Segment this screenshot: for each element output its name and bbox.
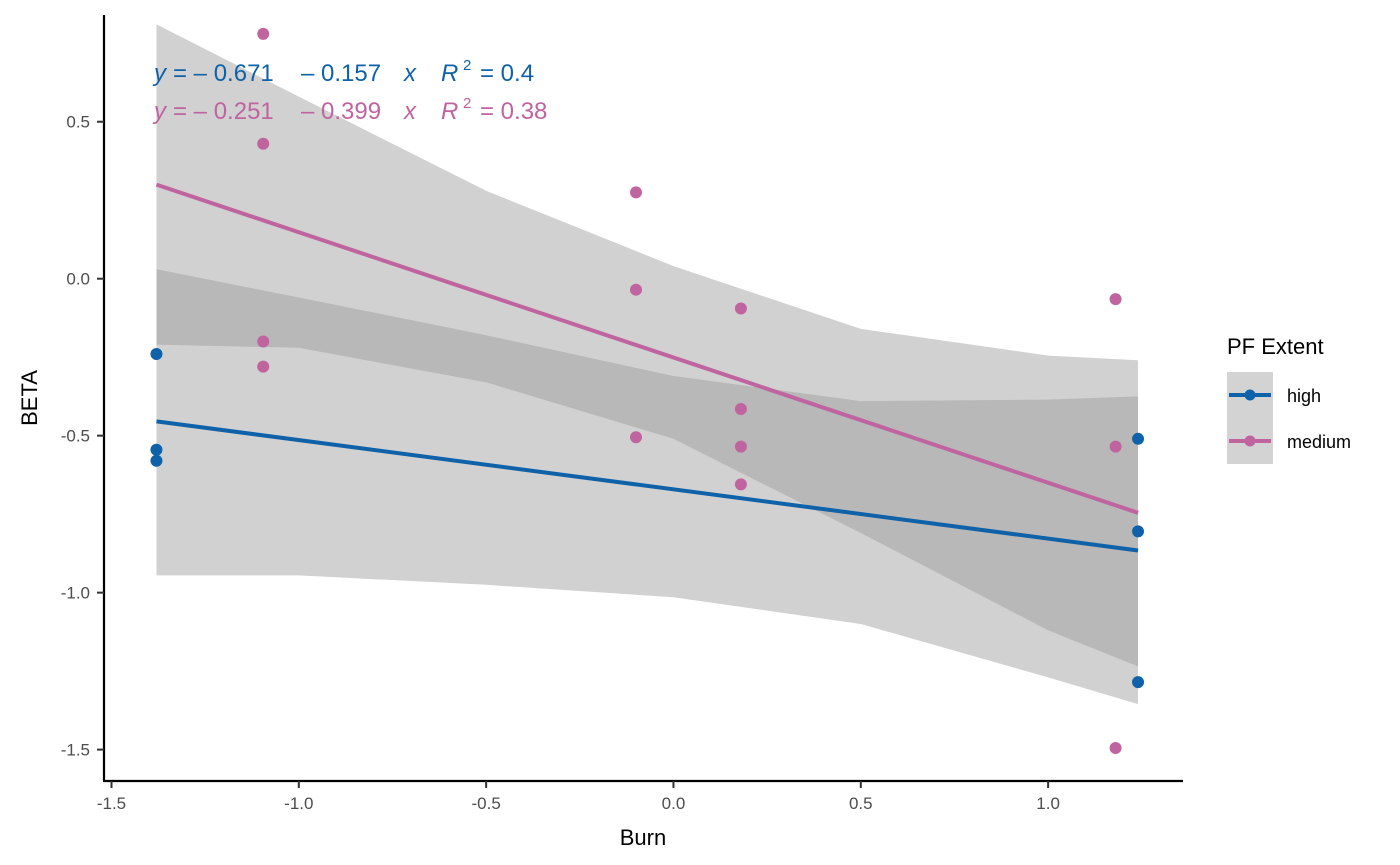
fit-line-high — [156, 419, 1139, 553]
point-medium-13 — [1109, 742, 1122, 755]
x-axis-title: Burn — [620, 825, 666, 850]
x-tick-label: 0.5 — [849, 794, 873, 813]
x-tick-label: -1.0 — [284, 794, 313, 813]
y-axis-title: BETA — [17, 370, 42, 426]
eq-medium-r-value: = 0.38 — [480, 98, 547, 125]
svg-text:y = – 0.671 – 0.15: y = – 0.671 – 0.157 x R 2 = 0.4 — [152, 49, 534, 87]
y-axis-ticks: 0.5 0.0 -0.5 -1.0 -1.5 — [61, 113, 104, 760]
point-medium-3 — [257, 360, 270, 373]
y-tick-label: -1.0 — [61, 584, 90, 603]
point-medium-8 — [734, 402, 747, 415]
eq-medium-y: y — [152, 98, 168, 125]
point-medium-12 — [1109, 440, 1122, 453]
point-medium-9 — [734, 440, 747, 453]
fit-line-medium — [155, 182, 1139, 515]
point-high-0 — [150, 348, 163, 361]
eq-high-r: R — [441, 60, 458, 87]
legend-label-medium: medium — [1287, 432, 1351, 452]
confidence-bands — [156, 24, 1138, 705]
point-high-4 — [1132, 525, 1145, 538]
eq-high-y: y — [152, 60, 168, 87]
legend: PF Extent high medium — [1227, 334, 1351, 464]
equation-high: y = – 0.671 – 0.157 x R 2 = 0.4 — [152, 49, 534, 87]
eq-high-intercept: = – 0.671 — [173, 60, 274, 87]
x-tick-label: -0.5 — [471, 794, 500, 813]
eq-medium-x: x — [403, 98, 417, 125]
y-tick-label: 0.0 — [66, 270, 90, 289]
legend-key-medium-dot — [1244, 435, 1256, 447]
eq-high-r-sup: 2 — [463, 57, 471, 74]
y-tick-label: 0.5 — [66, 113, 90, 132]
eq-medium-r: R — [441, 98, 458, 125]
legend-title: PF Extent — [1227, 334, 1324, 359]
point-medium-1 — [257, 137, 270, 150]
eq-medium-r-sup: 2 — [463, 95, 471, 112]
point-high-2 — [150, 454, 163, 467]
point-medium-6 — [630, 431, 643, 444]
point-medium-2 — [257, 335, 270, 348]
svg-text:y = – 0.251 – 0.39: y = – 0.251 – 0.399 x R 2 = 0.38 — [152, 87, 547, 125]
x-tick-label: 0.0 — [662, 794, 686, 813]
eq-medium-intercept: = – 0.251 — [173, 98, 274, 125]
confidence-band-medium — [156, 24, 1138, 667]
x-tick-label: -1.5 — [97, 794, 126, 813]
regression-lines — [155, 182, 1139, 553]
x-tick-label: 1.0 — [1036, 794, 1060, 813]
equation-medium: y = – 0.251 – 0.399 x R 2 = 0.38 — [152, 87, 547, 125]
y-tick-label: -0.5 — [61, 427, 90, 446]
point-medium-5 — [630, 283, 643, 296]
legend-label-high: high — [1287, 386, 1321, 406]
point-high-5 — [1132, 676, 1145, 689]
point-medium-11 — [1109, 293, 1122, 306]
x-axis-ticks: -1.5 -1.0 -0.5 0.0 0.5 1.0 — [97, 781, 1060, 813]
y-tick-label: -1.5 — [61, 741, 90, 760]
eq-high-slope: – 0.157 — [301, 60, 381, 87]
point-high-1 — [150, 443, 163, 456]
point-high-3 — [1132, 432, 1145, 445]
point-medium-0 — [257, 27, 270, 40]
eq-medium-slope: – 0.399 — [301, 98, 381, 125]
eq-high-x: x — [403, 60, 417, 87]
eq-high-r-value: = 0.4 — [480, 60, 534, 87]
point-medium-10 — [734, 478, 747, 491]
legend-key-high-dot — [1244, 389, 1256, 401]
data-points — [150, 27, 1145, 755]
point-medium-7 — [734, 302, 747, 315]
point-medium-4 — [630, 186, 643, 199]
